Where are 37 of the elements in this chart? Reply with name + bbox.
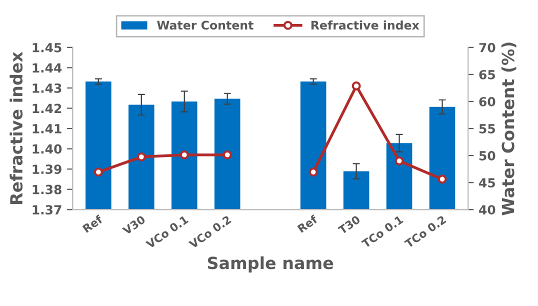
x-tick-label: Ref bbox=[297, 214, 318, 233]
y2-tick-label: 40 bbox=[479, 205, 496, 215]
y-tick-label: 1.37 bbox=[32, 205, 62, 215]
y2-tick-label: 65 bbox=[479, 70, 495, 80]
x-axis-title: Sample name bbox=[208, 256, 334, 272]
legend-label: Water Content bbox=[157, 20, 254, 30]
y-tick-label: 1.39 bbox=[32, 164, 62, 174]
point bbox=[352, 81, 361, 90]
y2-axis-title: Water Content (%) bbox=[501, 42, 516, 216]
y2-tick-label: 45 bbox=[479, 178, 495, 188]
y-tick-label: 1.45 bbox=[32, 43, 62, 52]
x-tick-label: VCo 0.2 bbox=[188, 215, 232, 249]
y-tick-label: 1.41 bbox=[32, 124, 62, 134]
x-tick-label: Ref bbox=[82, 214, 104, 233]
y-tick-label: 1.40 bbox=[32, 144, 62, 154]
point bbox=[180, 150, 189, 160]
y-tick-label: 1.42 bbox=[32, 104, 62, 113]
x-tick-label: VCo 0.1 bbox=[145, 215, 189, 249]
y-tick-label: 1.44 bbox=[32, 63, 62, 72]
y2-tick-label: 50 bbox=[479, 151, 496, 160]
x-tick-label: TCo 0.2 bbox=[404, 215, 446, 248]
x-tick-label: T30 bbox=[338, 214, 361, 235]
y-axis-title: Refractive index bbox=[10, 52, 23, 204]
point bbox=[308, 168, 318, 177]
point bbox=[438, 174, 447, 184]
point bbox=[136, 152, 146, 162]
x-tick-label: TCo 0.1 bbox=[361, 215, 404, 248]
x-tick-label: V30 bbox=[122, 214, 146, 236]
legend-label: Refractive index bbox=[311, 20, 420, 30]
y-tick-label: 1.38 bbox=[32, 184, 62, 194]
point bbox=[394, 156, 404, 166]
y2-tick-label: 70 bbox=[479, 42, 496, 52]
y-tick-label: 1.43 bbox=[32, 83, 62, 93]
y2-tick-label: 60 bbox=[479, 96, 496, 106]
y2-tick-label: 55 bbox=[479, 124, 495, 134]
point bbox=[94, 168, 103, 177]
point bbox=[222, 150, 232, 160]
